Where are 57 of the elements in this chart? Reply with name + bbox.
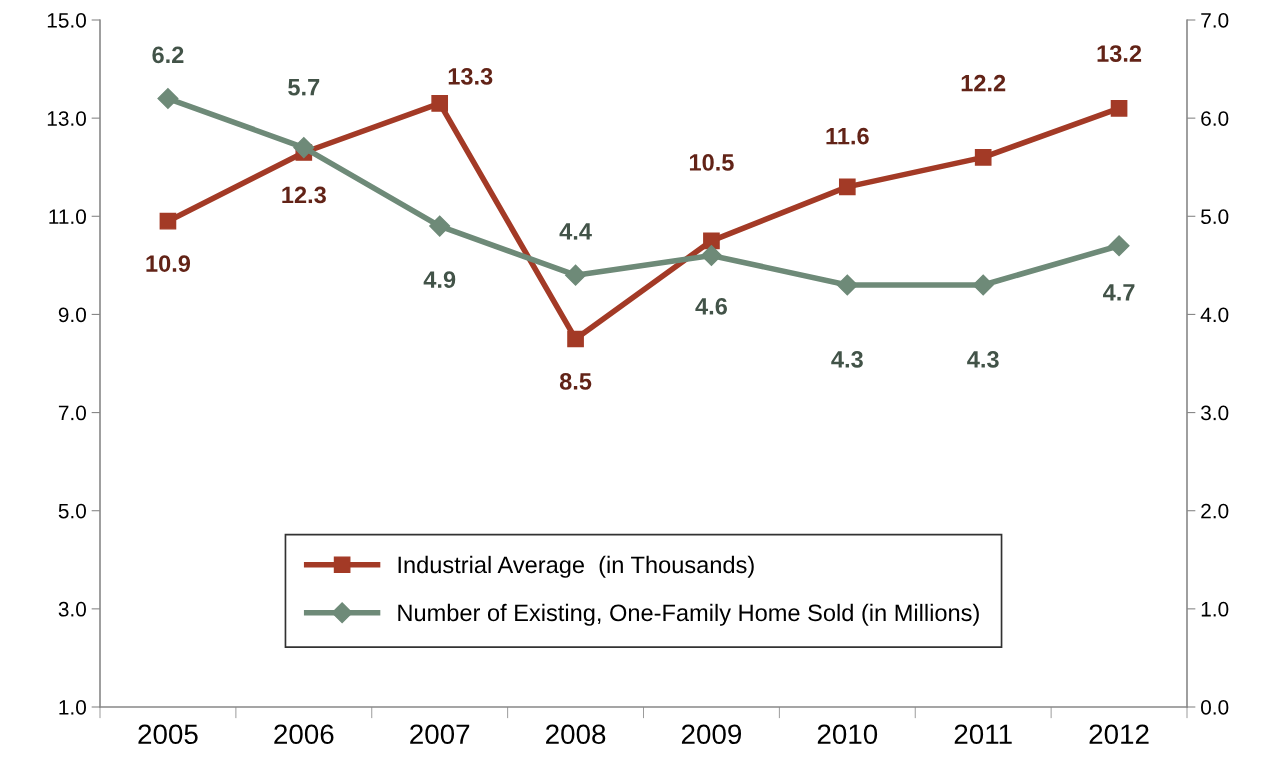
data-label: 4.9 [423, 271, 456, 288]
y-tick-label: 11.0 [49, 209, 86, 225]
point [974, 149, 992, 166]
y-tick-label: 1.0 [59, 700, 86, 715]
x-tick-label: 2012 [1089, 724, 1149, 745]
y-tick-label: 5.0 [58, 503, 86, 519]
data-label: 10.5 [689, 154, 734, 171]
data-label: 6.2 [152, 46, 184, 64]
data-label: 11.6 [826, 127, 869, 145]
data-label: 13.3 [448, 68, 493, 85]
legend-label: Industrial Average (in Thousands) [398, 555, 754, 578]
y2-tick-label: 1.0 [1201, 601, 1229, 617]
data-label: 5.7 [288, 79, 320, 96]
point [565, 264, 587, 286]
point [703, 232, 720, 250]
data-label: 4.6 [695, 297, 727, 315]
point [972, 274, 994, 296]
y-tick-label: 15.0 [47, 13, 86, 28]
point [1110, 99, 1128, 117]
y-tick-label: 13.0 [47, 111, 86, 126]
point [293, 137, 315, 159]
x-tick-label: 2008 [546, 724, 606, 745]
y2-tick-label: 7.0 [1201, 13, 1229, 28]
y2-tick-label: 0.0 [1201, 700, 1229, 715]
x-tick-label: 2005 [138, 724, 198, 745]
point [838, 178, 856, 196]
data-label: 8.5 [559, 373, 592, 390]
y2-tick-label: 5.0 [1201, 209, 1229, 225]
point [836, 274, 858, 296]
x-tick-label: 2011 [954, 724, 1012, 745]
y2-tick-label: 3.0 [1200, 405, 1229, 421]
data-label: 10.9 [146, 255, 191, 272]
x-tick-label: 2009 [681, 724, 742, 745]
point [700, 245, 722, 267]
data-label: 4.4 [559, 223, 592, 240]
y-tick-label: 7.0 [58, 405, 86, 421]
x-tick-label: 2010 [817, 724, 878, 745]
data-label: 12.3 [282, 186, 326, 204]
x-tick-label: 2006 [274, 724, 334, 745]
data-label: 12.2 [961, 74, 1006, 92]
point [429, 215, 451, 237]
data-label: 4.7 [1103, 284, 1135, 301]
data-label: 4.3 [967, 350, 999, 368]
y2-tick-label: 6.0 [1201, 111, 1229, 126]
legend-label: Number of Existing, One-Family Home Sold (in Millions) [398, 603, 979, 626]
point [159, 212, 177, 230]
point [431, 95, 449, 112]
point [157, 87, 179, 110]
data-label: 13.2 [1097, 45, 1142, 62]
y2-tick-label: 2.0 [1201, 503, 1229, 519]
y-tick-label: 3.0 [58, 601, 86, 617]
y-tick-label: 9.0 [58, 307, 86, 323]
x-tick-label: 2007 [410, 724, 470, 745]
data-label: 4.3 [831, 350, 863, 368]
y2-tick-label: 4.0 [1200, 307, 1229, 323]
point [567, 330, 584, 348]
point [1108, 235, 1130, 257]
